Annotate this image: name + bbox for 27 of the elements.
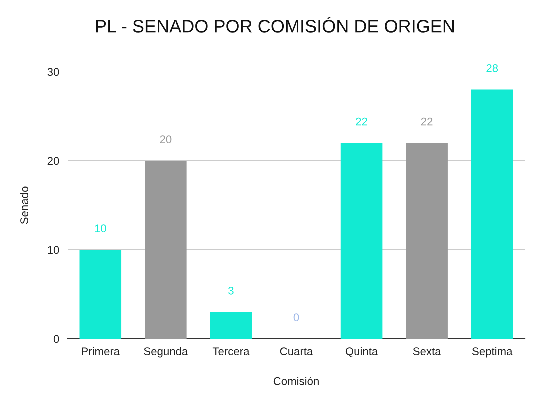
data-label: 3 — [228, 286, 234, 295]
x-tick-label: Segunda — [144, 347, 188, 358]
bar — [340, 143, 383, 339]
y-tick-label: 0 — [54, 335, 60, 344]
bar — [210, 312, 252, 339]
x-tick-label: Tercera — [212, 348, 250, 356]
data-label: 22 — [421, 118, 433, 126]
x-tick-label: Cuarta — [280, 348, 314, 356]
bar — [80, 250, 122, 339]
x-axis-title: Comisión — [274, 377, 319, 386]
y-tick-label: 20 — [48, 157, 60, 166]
x-tick-label: Sexta — [413, 348, 442, 356]
x-tick-label: Primera — [82, 347, 120, 356]
y-tick-label: 30 — [48, 68, 60, 76]
bar — [406, 143, 448, 339]
bar — [471, 90, 514, 339]
data-label: 0 — [294, 314, 300, 322]
y-axis-title: Senado — [20, 186, 28, 224]
chart-title: PL - SENADO POR COMISIÓN DE ORIGEN — [96, 17, 454, 33]
x-tick-label: Quinta — [346, 347, 378, 358]
data-label: 28 — [486, 64, 498, 72]
data-label: 20 — [160, 136, 172, 144]
y-tick-label: 10 — [48, 246, 60, 254]
data-label: 22 — [356, 118, 368, 126]
x-tick-label: Septima — [472, 347, 513, 358]
bar — [145, 161, 187, 339]
data-label: 10 — [95, 224, 106, 233]
